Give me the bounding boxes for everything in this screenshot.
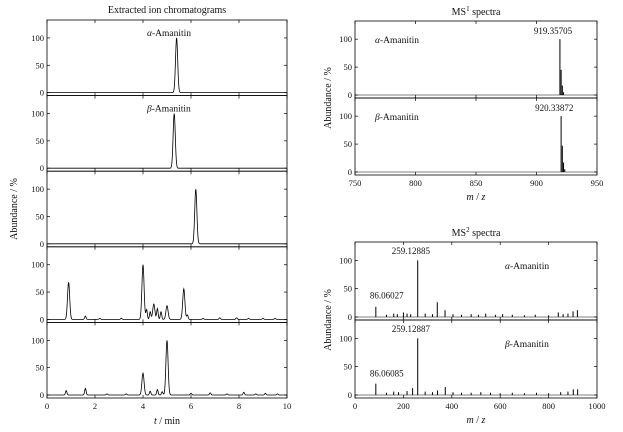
left-chart-title: Extracted ion chromatograms [108, 5, 226, 16]
x-tick-label: 950 [591, 178, 604, 188]
panel-frame [354, 319, 598, 399]
y-tick-label: 100 [31, 184, 44, 194]
chromatogram-panel: 0 50 100 α-Amanitin [31, 19, 288, 98]
chromatogram-trace [47, 189, 287, 245]
panel-frame [46, 246, 288, 323]
y-tick-label: 100 [31, 335, 44, 345]
y-tick-label: 100 [31, 109, 44, 119]
chromatogram-panel: 0 50 100 [31, 170, 288, 249]
y-tick-label: 0 [348, 90, 352, 100]
ms1-chart-title: MS1 spectra [452, 5, 501, 18]
x-tick-label: 0 [45, 401, 49, 411]
spectrum-panel: 0 50 100 750 800 850 900 950 β-Amanitin 920.33872 [339, 97, 604, 188]
peak-mass-label: 86.06027 [370, 291, 404, 301]
x-tick-label: 800 [409, 178, 422, 188]
chromatogram-trace [47, 113, 287, 169]
x-tick-label: 2 [93, 401, 97, 411]
y-tick-label: 100 [31, 260, 44, 270]
x-tick-label: 400 [445, 401, 458, 411]
panel-label: β-Amanitin [504, 340, 549, 350]
y-tick-label: 50 [36, 363, 45, 373]
ms2-chart-title: MS2 spectra [452, 226, 501, 239]
x-tick-label: 8 [237, 401, 241, 411]
y-tick-label: 50 [36, 287, 45, 297]
peak-mass-label: 920.33872 [535, 103, 573, 113]
y-tick-label: 100 [339, 255, 352, 265]
ms1-spectra-chart: MS1 spectra Abundance / % m / z 0 50 100 α-… [323, 5, 603, 203]
y-tick-label: 50 [344, 62, 353, 72]
x-tick-label: 1000 [589, 401, 606, 411]
chromatogram-trace [47, 264, 287, 320]
chromatogram-trace [47, 37, 287, 93]
y-tick-label: 100 [339, 333, 352, 343]
x-tick-label: 850 [470, 178, 483, 188]
y-tick-label: 0 [40, 390, 44, 400]
chromatogram-panel: 0 50 100 [31, 246, 288, 324]
y-tick-label: 50 [36, 136, 45, 146]
x-tick-label: 750 [349, 178, 362, 188]
ms1-y-axis-label: Abundance / % [323, 67, 334, 129]
panel-label: α-Amanitin [147, 29, 191, 39]
left-x-axis-label: t / min [154, 416, 180, 427]
ms2-spectra-chart: MS2 spectra Abundance / % m / z 0 50 100 α-… [323, 226, 606, 426]
y-tick-label: 0 [348, 167, 352, 177]
x-tick-label: 4 [141, 401, 146, 411]
y-tick-label: 100 [339, 111, 352, 121]
x-tick-label: 800 [542, 401, 555, 411]
left-y-axis-label: Abundance / % [9, 178, 20, 240]
y-tick-label: 50 [344, 284, 353, 294]
chromatogram-trace [47, 340, 287, 396]
ms1-x-axis-label: m / z [467, 192, 486, 203]
y-tick-label: 0 [348, 312, 352, 322]
y-tick-label: 50 [344, 362, 353, 372]
x-tick-label: 6 [189, 401, 193, 411]
x-tick-label: 200 [397, 401, 410, 411]
x-tick-label: 900 [530, 178, 543, 188]
y-tick-label: 0 [348, 390, 352, 400]
peak-mass-label: 259.12887 [392, 324, 431, 334]
extracted-ion-chromatograms-chart: Extracted ion chromatograms Abundance / … [9, 5, 291, 427]
panel-frame [46, 170, 288, 248]
spectrum-panel: 0 50 100 α-Amanitin 259.12885 86.06027 [339, 241, 598, 322]
panel-label: α-Amanitin [375, 36, 419, 46]
chromatogram-panel: 0 50 100 β-Amanitin [31, 95, 288, 173]
y-tick-label: 0 [40, 88, 44, 98]
panel-label: α-Amanitin [505, 262, 549, 272]
y-tick-label: 100 [31, 33, 44, 43]
panel-label: β-Amanitin [146, 105, 191, 115]
ms2-x-axis-label: m / z [467, 415, 486, 426]
x-tick-label: 0 [353, 401, 357, 411]
peak-mass-label: 259.12885 [392, 246, 431, 256]
peak-mass-label: 919.35705 [534, 26, 573, 36]
y-tick-label: 50 [344, 139, 353, 149]
ms2-y-axis-label: Abundance / % [323, 289, 334, 351]
y-tick-label: 50 [36, 211, 45, 221]
y-tick-label: 100 [339, 34, 352, 44]
y-tick-label: 0 [40, 314, 44, 324]
panel-label: β-Amanitin [374, 113, 419, 123]
panel-frame [46, 321, 288, 399]
y-tick-label: 50 [36, 60, 45, 70]
y-tick-label: 0 [40, 239, 44, 249]
y-tick-label: 0 [40, 163, 44, 173]
x-tick-label: 10 [283, 401, 292, 411]
peak-mass-label: 86.06085 [370, 369, 404, 379]
chromatogram-panel: 0 50 100 0 2 4 6 8 10 [31, 321, 292, 411]
spectrum-panel: 0 50 100 α-Amanitin 919.35705 [339, 20, 598, 100]
x-tick-label: 600 [494, 401, 507, 411]
